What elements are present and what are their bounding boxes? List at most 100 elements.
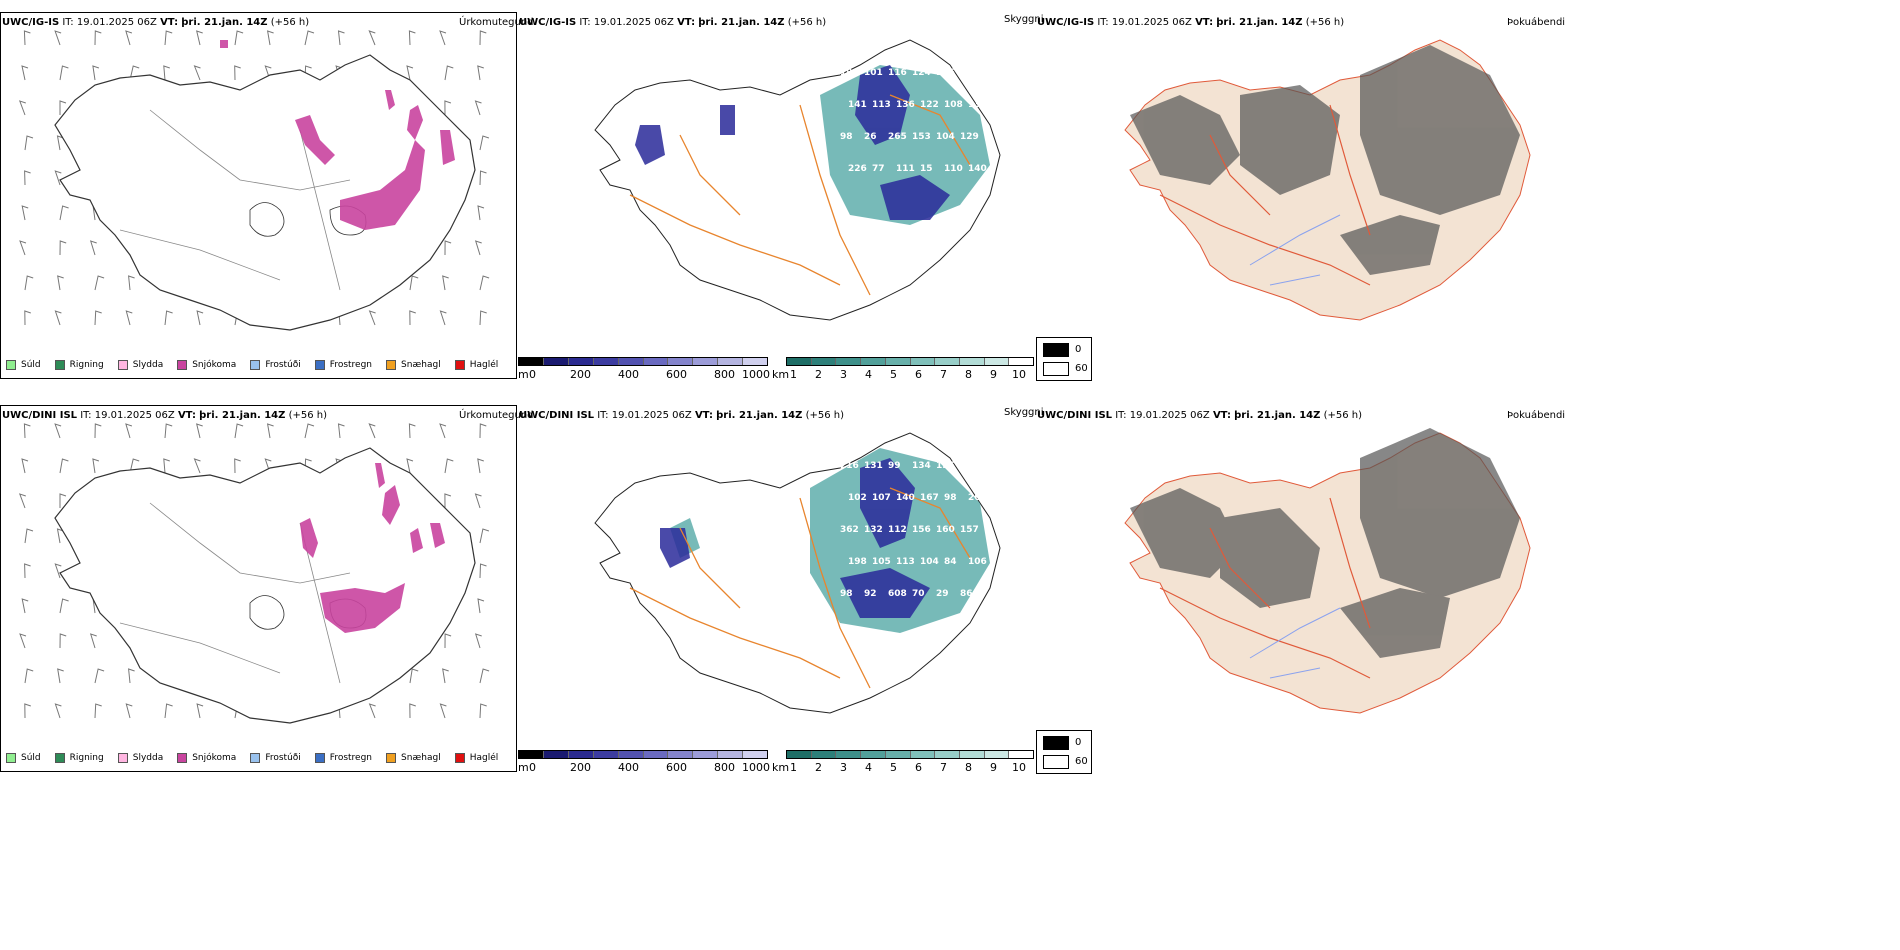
legend-label: Snæhagl — [401, 360, 441, 370]
visibility-value: 131 — [968, 100, 987, 110]
legend-label: Snæhagl — [401, 753, 441, 763]
row2-precip-panel — [0, 405, 517, 772]
it-label: IT: — [579, 17, 591, 28]
vis-bar — [786, 750, 1034, 759]
wind-barb — [125, 703, 133, 719]
vt-value: þri. 21.jan. 14Z — [199, 410, 286, 421]
legend-swatch — [54, 753, 65, 763]
height-bar — [518, 750, 768, 759]
row1-vis-map: 198 101 116 124 116 22 141 113 136 122 108 131 98 26 2… — [594, 39, 1001, 321]
legend-swatch — [117, 753, 128, 763]
wind-barb — [128, 668, 135, 684]
visibility-value: 132 — [864, 525, 883, 535]
wind-barb — [474, 493, 482, 509]
it-value: 19.01.2025 06Z — [1111, 17, 1192, 28]
wind-barb — [409, 310, 416, 326]
wind-barb — [479, 528, 490, 544]
vis-tick: 9 — [990, 368, 997, 381]
model: UWC/IG-IS — [1037, 17, 1095, 28]
legend-label: Frostúði — [265, 753, 301, 763]
wind-barb — [474, 240, 482, 256]
wind-barb — [409, 668, 419, 684]
roads — [629, 487, 971, 689]
visibility-value: 98 — [840, 132, 853, 142]
wind-barb — [474, 100, 482, 116]
visibility-value: 29 — [936, 589, 949, 599]
model: UWC/IG-IS — [519, 17, 577, 28]
wind-barb — [24, 135, 34, 151]
visibility-value: 111 — [896, 164, 915, 174]
wind-barb — [368, 423, 376, 439]
wind-barb — [92, 65, 100, 81]
legend-swatch — [454, 753, 465, 763]
visibility-value: 136 — [896, 100, 915, 110]
wind-barb — [368, 703, 376, 719]
roads — [1159, 104, 1371, 286]
wind-barb — [24, 170, 31, 186]
visibility-value: 362 — [840, 525, 859, 535]
visibility-value: 155 — [936, 461, 955, 471]
vis-tick: 2 — [815, 368, 822, 381]
vis-unit: km — [772, 761, 790, 774]
height-tick: 400 — [618, 368, 639, 381]
vis-tick: 1 — [790, 368, 797, 381]
wind-barb — [444, 458, 454, 474]
legend-swatch — [250, 360, 261, 370]
visibility-value: 98 — [944, 493, 957, 503]
vt-label: VT: — [694, 410, 713, 421]
lead-time: (+56 h) — [787, 17, 827, 28]
wind-barb — [408, 30, 416, 46]
vt-value: þri. 21.jan. 14Z — [181, 17, 268, 28]
wind-barb — [21, 458, 29, 474]
legend-item: Haglél — [454, 753, 498, 763]
legend-swatch — [54, 360, 65, 370]
wind-barb — [19, 240, 27, 256]
wind-barb — [94, 668, 105, 684]
wind-barb — [94, 423, 102, 439]
wind-barb — [125, 423, 133, 439]
wind-barb — [23, 30, 31, 46]
wind-barb — [59, 240, 67, 256]
vis-tick: 7 — [940, 368, 947, 381]
visibility-value: 216 — [840, 461, 859, 471]
wind-barb — [59, 458, 69, 474]
visibility-value: 108 — [944, 100, 963, 110]
model: UWC/DINI ISL — [2, 410, 78, 421]
vis-tick: 2 — [815, 761, 822, 774]
wind-barb — [444, 240, 452, 256]
row2-precip-legend: Súld Rigning Slydda Snjókoma Frostúði Frostre… — [6, 753, 512, 763]
legend-item: Frostregn — [314, 360, 372, 370]
it-value: 19.01.2025 06Z — [611, 410, 692, 421]
row1-precip-panel — [0, 12, 517, 379]
wind-barb — [439, 703, 447, 719]
wind-barb — [193, 458, 201, 474]
wind-barb — [196, 423, 203, 439]
iceland-coastline — [54, 447, 476, 724]
vt-value: þri. 21.jan. 14Z — [716, 410, 803, 421]
legend-swatch — [386, 360, 397, 370]
row1-precip-title: Úrkomutegund — [459, 17, 534, 28]
visibility-value: 266 — [968, 493, 987, 503]
wind-barb — [337, 423, 345, 439]
rivers — [1249, 607, 1341, 679]
wind-barb — [21, 65, 29, 81]
visibility-value: 140 — [968, 164, 987, 174]
wind-barb — [94, 310, 102, 326]
wind-barb — [408, 423, 416, 439]
wind-barb — [56, 135, 64, 151]
visibility-value: 92 — [864, 589, 877, 599]
legend-swatch — [177, 360, 188, 370]
visibility-value: 113 — [872, 100, 891, 110]
row1-header-mid: UWC/IG-IS IT: 19.01.2025 06Z VT: þri. 21… — [519, 17, 826, 29]
visibility-value: 105 — [872, 557, 891, 567]
height-tick: 0 — [529, 761, 536, 774]
visibility-value: 112 — [888, 525, 907, 535]
row2-header-left: UWC/DINI ISL IT: 19.01.2025 06Z VT: þri.… — [2, 410, 327, 422]
row1-header-left: UWC/IG-IS IT: 19.01.2025 06Z VT: þri. 21… — [2, 17, 309, 29]
wind-barb — [94, 30, 102, 46]
visibility-labels: 216 131 99 134 155 110 102 107 140 167 98 266 362 132… — [840, 461, 987, 599]
legend-label: Frostúði — [265, 360, 301, 370]
wind-barb — [477, 205, 485, 221]
wind-barb — [439, 310, 447, 326]
roads — [1159, 497, 1371, 679]
